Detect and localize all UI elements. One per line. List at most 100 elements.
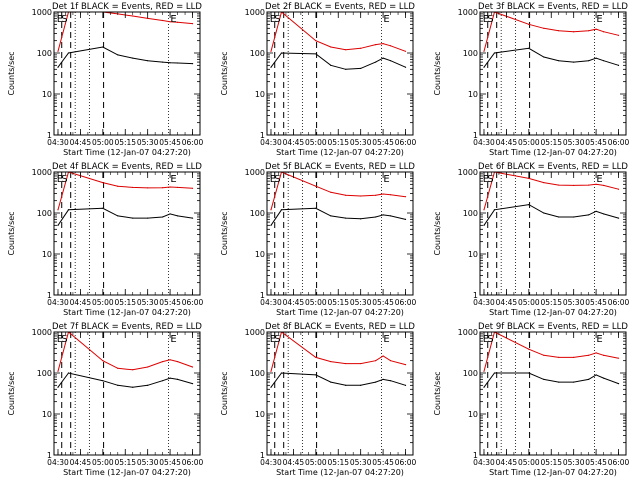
x-tick-label: 05:45 xyxy=(585,298,607,307)
x-tick-label: 05:30 xyxy=(350,298,372,307)
annotation-label: E xyxy=(596,174,602,185)
x-tick-label: 06:00 xyxy=(608,138,630,147)
events-point xyxy=(169,213,171,215)
events-point xyxy=(375,216,377,218)
x-tick-label: 05:00 xyxy=(518,458,540,467)
events-point xyxy=(595,210,597,212)
lld-point xyxy=(176,21,179,23)
events-point xyxy=(117,384,119,386)
lld-point xyxy=(132,369,134,371)
panel-title: Det 2f BLACK = Events, RED = LLD xyxy=(265,2,415,12)
events-point xyxy=(147,384,149,386)
annotation-label: S xyxy=(487,14,493,25)
events-point xyxy=(404,384,407,386)
x-tick-label: 05:45 xyxy=(159,298,181,307)
panel-title: Det 4f BLACK = Events, RED = LLD xyxy=(52,162,202,172)
events-point xyxy=(382,378,384,380)
events-point xyxy=(483,224,485,226)
lld-point xyxy=(270,50,272,52)
x-axis-label: Start Time (12-Jan-07 04:27:20) xyxy=(489,468,617,477)
lld-point xyxy=(191,187,194,189)
lld-point xyxy=(330,360,332,363)
x-tick-label: 05:15 xyxy=(114,138,136,147)
y-tick-label: 1000 xyxy=(245,8,265,17)
lld-point xyxy=(617,34,620,36)
events-point xyxy=(345,384,347,386)
lld-point xyxy=(132,186,134,189)
annotation-label: S xyxy=(274,174,280,185)
x-tick-label: 05:15 xyxy=(114,298,136,307)
lld-point xyxy=(315,185,317,187)
y-axis-label: Counts/sec xyxy=(433,371,442,415)
x-tick-label: 05:00 xyxy=(305,298,327,307)
events-point xyxy=(270,224,272,226)
events-point xyxy=(162,216,164,218)
events-point xyxy=(132,57,134,59)
lld-point xyxy=(595,352,597,354)
annotation-label: E xyxy=(170,334,176,345)
plot-frame xyxy=(479,171,627,296)
panel-title: Det 3f BLACK = Events, RED = LLD xyxy=(478,2,628,12)
events-line xyxy=(483,204,619,226)
lld-point xyxy=(191,23,194,25)
lld-point xyxy=(360,195,362,197)
y-tick-label: 1000 xyxy=(32,168,52,177)
x-tick-label: 05:15 xyxy=(327,458,349,467)
lld-point xyxy=(176,360,179,363)
y-tick-label: 1000 xyxy=(245,168,265,177)
lld-point xyxy=(543,182,545,184)
annotation-label: S xyxy=(274,334,280,345)
x-tick-label: 05:45 xyxy=(159,458,181,467)
annotation-label: E xyxy=(383,14,389,25)
events-point xyxy=(360,384,362,386)
x-tick-label: 05:00 xyxy=(305,138,327,147)
events-point xyxy=(280,372,283,374)
events-point xyxy=(176,62,179,64)
events-point xyxy=(330,381,332,383)
events-point xyxy=(280,209,283,211)
lld-point xyxy=(573,184,575,187)
x-tick-label: 05:30 xyxy=(350,138,372,147)
lld-point xyxy=(330,191,332,193)
y-tick-label: 1000 xyxy=(32,328,52,337)
y-tick-label: 1000 xyxy=(458,168,478,177)
events-point xyxy=(602,213,605,215)
y-tick-label: 10 xyxy=(255,410,265,419)
annotation-label: E xyxy=(483,334,489,345)
series-group xyxy=(483,172,620,226)
annotation-label: E xyxy=(270,14,276,25)
lld-point xyxy=(528,23,530,25)
x-tick-label: 04:30 xyxy=(260,458,282,467)
x-tick-label: 06:00 xyxy=(608,298,630,307)
events-point xyxy=(588,60,590,62)
events-point xyxy=(270,66,272,68)
lld-point xyxy=(389,45,392,47)
events-point xyxy=(191,63,194,65)
x-tick-label: 04:30 xyxy=(260,138,282,147)
y-tick-label: 1 xyxy=(47,291,52,300)
events-point xyxy=(176,215,179,217)
x-tick-label: 06:00 xyxy=(608,458,630,467)
events-line xyxy=(483,47,619,68)
lld-point xyxy=(528,177,530,179)
y-tick-label: 1000 xyxy=(458,8,478,17)
lld-point xyxy=(345,362,347,365)
lld-line xyxy=(483,12,619,52)
events-point xyxy=(382,214,384,216)
y-tick-label: 1 xyxy=(260,451,265,460)
x-tick-label: 05:15 xyxy=(114,458,136,467)
x-axis-label: Start Time (12-Jan-07 04:27:20) xyxy=(63,148,191,157)
lld-point xyxy=(162,187,164,189)
lld-point xyxy=(169,359,171,361)
events-point xyxy=(132,217,134,219)
y-axis-label: Counts/sec xyxy=(7,51,16,95)
events-point xyxy=(147,60,149,62)
events-point xyxy=(162,380,164,382)
y-tick-label: 100 xyxy=(250,369,265,378)
events-point xyxy=(375,381,377,383)
y-tick-label: 100 xyxy=(463,369,478,378)
x-tick-label: 05:45 xyxy=(159,138,181,147)
y-axis-label: Counts/sec xyxy=(433,211,442,255)
